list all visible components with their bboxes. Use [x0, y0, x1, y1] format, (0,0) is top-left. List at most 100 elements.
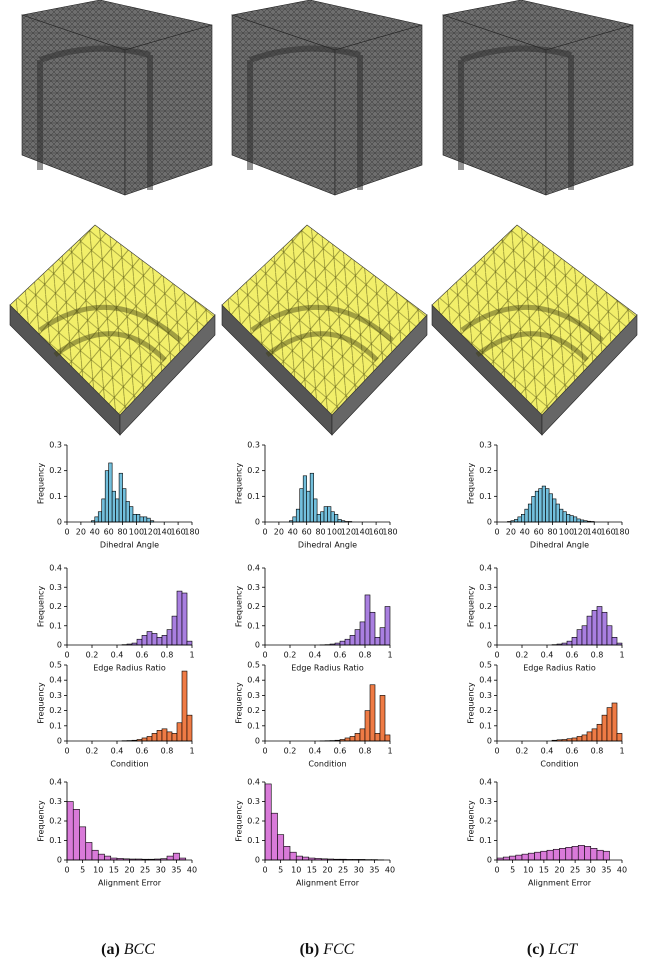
- y-tick-label: 0.2: [49, 817, 62, 826]
- bar: [324, 507, 327, 522]
- bar: [617, 733, 622, 741]
- bar: [109, 463, 112, 522]
- bar: [147, 736, 152, 741]
- bar: [314, 499, 317, 522]
- x-tick-label: 0: [262, 747, 267, 756]
- bar: [572, 738, 577, 741]
- bar: [566, 847, 572, 860]
- bar: [157, 730, 162, 741]
- x-tick-label: 1: [619, 747, 624, 756]
- bar: [603, 851, 609, 860]
- x-tick-label: 1: [189, 651, 194, 660]
- bar: [303, 476, 306, 522]
- bar: [86, 842, 92, 860]
- bar: [162, 635, 167, 645]
- y-tick-label: 0.1: [49, 621, 62, 630]
- x-tick-label: 20: [124, 866, 134, 875]
- bar: [360, 729, 365, 741]
- x-tick-label: 0.6: [334, 651, 347, 660]
- y-tick-label: 0: [255, 737, 260, 746]
- slice-render: [432, 225, 637, 435]
- bar: [547, 850, 553, 860]
- bar: [375, 733, 380, 741]
- x-tick-label: 0.2: [284, 651, 297, 660]
- bar: [334, 514, 337, 522]
- y-tick-label: 0.1: [479, 721, 492, 730]
- bar: [385, 735, 390, 741]
- x-tick-label: 30: [586, 866, 596, 875]
- x-tick-label: 40: [385, 866, 395, 875]
- bar: [597, 724, 602, 741]
- bar: [563, 512, 566, 522]
- bar: [570, 516, 573, 522]
- y-tick-label: 0.5: [49, 661, 62, 670]
- bar: [142, 635, 147, 645]
- y-axis-label: Frequency: [467, 586, 476, 628]
- x-tick-label: 35: [171, 866, 181, 875]
- y-tick-label: 0: [255, 518, 260, 527]
- bar: [296, 509, 299, 522]
- bar: [380, 695, 385, 741]
- y-tick-label: 0.3: [49, 691, 62, 700]
- y-tick-label: 0: [487, 856, 492, 865]
- y-tick-label: 0.3: [247, 691, 260, 700]
- y-axis-label: Frequency: [37, 682, 46, 724]
- bar: [560, 848, 566, 860]
- y-tick-label: 0.4: [49, 778, 62, 787]
- x-tick-label: 20: [76, 528, 86, 537]
- bar: [317, 514, 320, 522]
- x-tick-label: 0.2: [86, 747, 99, 756]
- y-axis-label: Frequency: [37, 586, 46, 628]
- bar: [167, 630, 172, 645]
- x-tick-label: 10: [523, 866, 533, 875]
- bar: [370, 685, 375, 741]
- y-tick-label: 0.1: [247, 721, 260, 730]
- bar: [321, 512, 324, 522]
- bar: [136, 514, 139, 522]
- x-tick-label: 0: [262, 528, 267, 537]
- bar: [265, 784, 271, 860]
- bar: [116, 499, 119, 522]
- x-tick-label: 1: [387, 651, 392, 660]
- bar: [602, 715, 607, 741]
- bar: [556, 504, 559, 522]
- bar: [105, 856, 111, 860]
- bar: [172, 733, 177, 741]
- bar: [577, 519, 580, 522]
- bar: [67, 802, 73, 861]
- y-axis-label: Frequency: [235, 682, 244, 724]
- bar: [572, 637, 577, 645]
- y-tick-label: 0: [255, 856, 260, 865]
- bar: [535, 852, 541, 860]
- bar: [553, 499, 556, 522]
- bar: [310, 473, 313, 522]
- y-tick-label: 0.1: [49, 836, 62, 845]
- x-tick-label: 0.8: [359, 651, 372, 660]
- bar: [105, 471, 108, 522]
- bar: [98, 854, 104, 860]
- x-tick-label: 0.2: [86, 651, 99, 660]
- y-tick-label: 0.4: [49, 564, 62, 573]
- y-axis-label: Frequency: [467, 682, 476, 724]
- bar: [567, 641, 572, 645]
- caption-name: FCC: [322, 941, 354, 958]
- x-tick-label: 40: [288, 528, 298, 537]
- bar: [566, 514, 569, 522]
- y-tick-label: 0.4: [49, 676, 62, 685]
- bar: [130, 507, 133, 522]
- x-tick-label: 80: [117, 528, 127, 537]
- bar: [535, 491, 538, 522]
- bar: [303, 857, 309, 860]
- x-tick-label: 35: [369, 866, 379, 875]
- bar: [152, 633, 157, 645]
- bar: [271, 813, 277, 860]
- bar: [328, 507, 331, 522]
- y-tick-label: 0.4: [247, 564, 260, 573]
- bar: [375, 637, 380, 645]
- cube-render: [232, 0, 422, 195]
- y-tick-label: 0.4: [479, 778, 492, 787]
- bar: [147, 518, 150, 522]
- x-tick-label: 25: [140, 866, 150, 875]
- y-tick-label: 0.1: [479, 492, 492, 501]
- caption-label: (b): [300, 941, 320, 958]
